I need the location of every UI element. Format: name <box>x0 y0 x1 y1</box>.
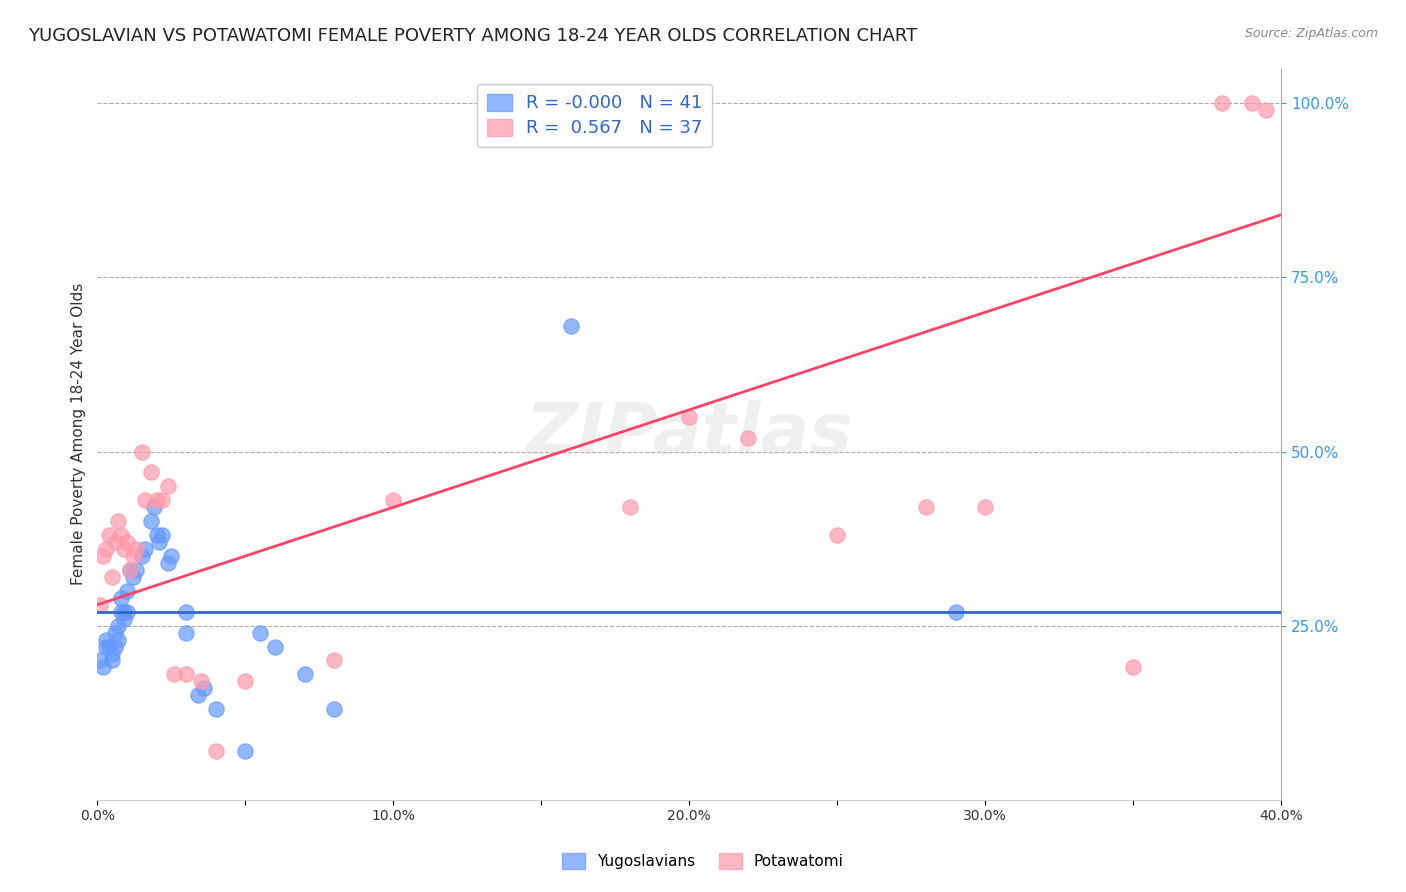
Point <box>163 667 186 681</box>
Text: YUGOSLAVIAN VS POTAWATOMI FEMALE POVERTY AMONG 18-24 YEAR OLDS CORRELATION CHART: YUGOSLAVIAN VS POTAWATOMI FEMALE POVERTY… <box>28 27 917 45</box>
Point <box>323 702 346 716</box>
Point <box>89 598 111 612</box>
Point <box>125 563 148 577</box>
Y-axis label: Female Poverty Among 18-24 Year Olds: Female Poverty Among 18-24 Year Olds <box>72 283 86 585</box>
Point <box>530 96 553 111</box>
Point <box>139 514 162 528</box>
Point <box>112 605 135 619</box>
Point <box>107 632 129 647</box>
Point <box>1240 96 1263 111</box>
Point <box>187 688 209 702</box>
Text: Source: ZipAtlas.com: Source: ZipAtlas.com <box>1244 27 1378 40</box>
Point <box>131 549 153 563</box>
Point <box>89 653 111 667</box>
Point <box>101 653 124 667</box>
Point <box>160 549 183 563</box>
Point <box>193 681 215 696</box>
Legend: R = -0.000   N = 41, R =  0.567   N = 37: R = -0.000 N = 41, R = 0.567 N = 37 <box>477 84 711 147</box>
Text: ZIPatlas: ZIPatlas <box>526 400 853 468</box>
Point <box>104 535 127 549</box>
Point <box>91 549 114 563</box>
Point <box>678 409 700 424</box>
Point <box>152 528 174 542</box>
Point <box>204 702 226 716</box>
Point <box>148 535 170 549</box>
Point <box>96 632 118 647</box>
Point <box>107 514 129 528</box>
Point <box>101 647 124 661</box>
Point <box>101 570 124 584</box>
Point <box>619 500 641 515</box>
Point <box>233 674 256 689</box>
Point <box>115 583 138 598</box>
Point <box>110 605 132 619</box>
Point <box>121 549 143 563</box>
Point <box>110 528 132 542</box>
Point <box>1211 96 1233 111</box>
Point <box>974 500 997 515</box>
Point <box>174 605 197 619</box>
Point <box>112 612 135 626</box>
Point <box>134 493 156 508</box>
Point <box>104 640 127 654</box>
Point <box>98 528 121 542</box>
Point <box>142 500 165 515</box>
Point <box>134 542 156 557</box>
Point <box>145 528 167 542</box>
Point <box>1256 103 1278 118</box>
Point <box>233 744 256 758</box>
Legend: Yugoslavians, Potawatomi: Yugoslavians, Potawatomi <box>557 847 849 875</box>
Point <box>737 431 759 445</box>
Point <box>107 618 129 632</box>
Point <box>264 640 287 654</box>
Point <box>104 625 127 640</box>
Point <box>125 542 148 557</box>
Point <box>157 479 180 493</box>
Point <box>174 625 197 640</box>
Point <box>915 500 938 515</box>
Point <box>294 667 316 681</box>
Point <box>1122 660 1144 674</box>
Point <box>249 625 271 640</box>
Point <box>96 640 118 654</box>
Point <box>115 535 138 549</box>
Point <box>139 466 162 480</box>
Point <box>110 591 132 605</box>
Point <box>560 319 582 334</box>
Point <box>945 605 967 619</box>
Point <box>825 528 848 542</box>
Point <box>152 493 174 508</box>
Point <box>118 563 141 577</box>
Point <box>157 556 180 570</box>
Point <box>174 667 197 681</box>
Point <box>118 563 141 577</box>
Point <box>204 744 226 758</box>
Point <box>190 674 212 689</box>
Point <box>131 444 153 458</box>
Point <box>121 570 143 584</box>
Point <box>115 605 138 619</box>
Point <box>382 493 405 508</box>
Point <box>145 493 167 508</box>
Point <box>91 660 114 674</box>
Point <box>323 653 346 667</box>
Point <box>96 542 118 557</box>
Point <box>112 542 135 557</box>
Point <box>98 640 121 654</box>
